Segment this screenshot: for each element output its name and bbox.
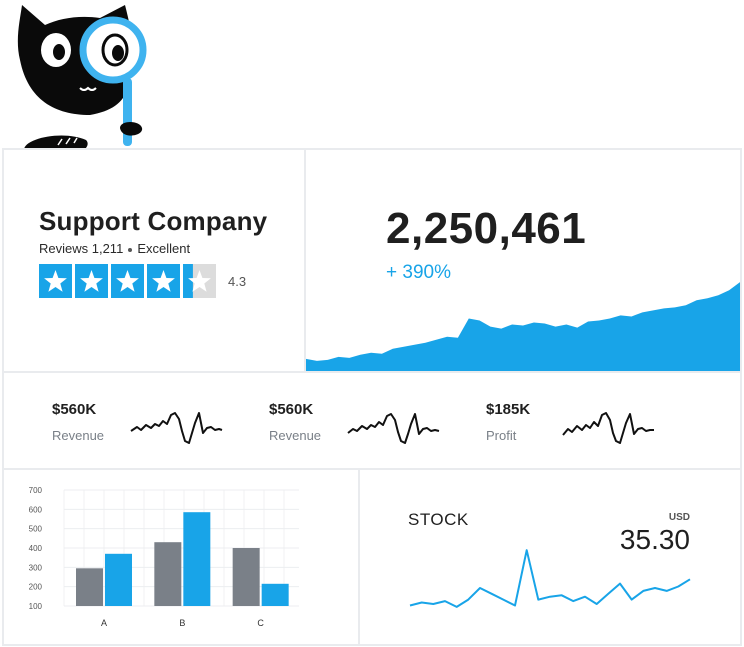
magnifier-handle <box>123 78 132 146</box>
separator-dot <box>128 247 133 252</box>
stock-currency: USD <box>668 512 690 523</box>
kpi-label: Revenue <box>269 428 322 443</box>
review-quality: Excellent <box>137 241 191 256</box>
stock-price: 35.30 <box>619 524 690 555</box>
star-icon <box>44 270 67 292</box>
cat-mascot-illustration <box>17 5 147 156</box>
kpi-strip: $560K Revenue $560K Revenue $185K Profit <box>2 371 742 470</box>
review-count: Reviews 1,211 <box>39 241 124 256</box>
y-tick-label: 300 <box>29 563 43 572</box>
star-icon <box>116 270 139 292</box>
growth-card: 2,250,461 + 390% <box>304 148 742 373</box>
bar <box>183 512 211 606</box>
kpi-sparkline <box>562 412 654 444</box>
kpi-sparkline <box>347 413 440 444</box>
y-tick-label: 700 <box>29 486 43 495</box>
kpi-value: $560K <box>269 401 314 418</box>
bar <box>76 568 103 606</box>
kpi-value: $560K <box>52 401 97 418</box>
review-summary: Reviews 1,211 Excellent <box>39 241 190 256</box>
company-name: Support Company <box>39 206 268 236</box>
bar-chart: 100 200 300 400 500 600 700 A B C <box>29 486 299 628</box>
star-icon <box>152 270 175 292</box>
bar <box>261 583 289 606</box>
star-icon <box>80 270 103 292</box>
rating-value: 4.3 <box>228 274 247 289</box>
kpi-sparkline <box>130 412 223 444</box>
star-icon <box>188 270 211 292</box>
stock-title: STOCK <box>408 510 469 529</box>
stock-card: STOCK USD 35.30 <box>358 468 742 646</box>
x-tick-label: C <box>257 618 264 628</box>
kpi-value: $185K <box>486 401 531 418</box>
y-tick-label: 500 <box>29 525 43 534</box>
kpi-label: Profit <box>486 428 517 443</box>
growth-percent: + 390% <box>386 262 451 283</box>
stock-line-chart <box>409 549 691 608</box>
y-tick-label: 600 <box>29 505 43 514</box>
y-tick-label: 100 <box>29 602 43 611</box>
y-tick-label: 400 <box>29 544 43 553</box>
bar <box>232 548 260 606</box>
kpi-item: $560K Revenue <box>52 401 104 443</box>
bar <box>105 553 132 606</box>
cat-paw-right <box>120 122 143 136</box>
star-box-filled <box>183 264 193 298</box>
bar <box>154 542 182 606</box>
x-tick-label: A <box>101 618 107 628</box>
growth-area-chart <box>306 282 740 371</box>
kpi-label: Revenue <box>52 428 105 443</box>
stock-series <box>409 549 691 608</box>
bar-chart-card: 100 200 300 400 500 600 700 A B C <box>2 468 360 646</box>
kpi-item: $560K Revenue <box>269 401 321 443</box>
review-card: Support Company Reviews 1,211 Excellent 4… <box>2 148 306 373</box>
x-tick-label: B <box>179 618 185 628</box>
total-count: 2,250,461 <box>386 204 587 253</box>
area-series <box>306 282 740 371</box>
y-tick-label: 200 <box>29 583 43 592</box>
star-rating <box>39 264 216 298</box>
kpi-item: $185K Profit <box>486 401 530 443</box>
